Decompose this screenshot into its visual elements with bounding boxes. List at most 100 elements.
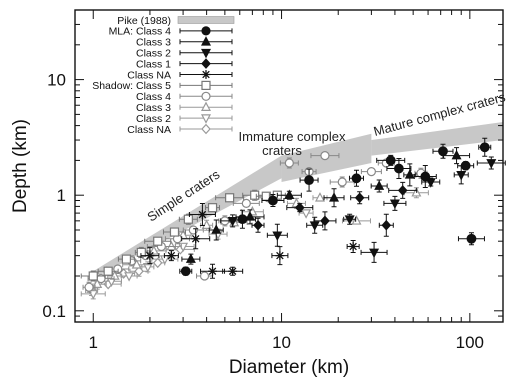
data-point	[222, 266, 244, 276]
legend-entry: Class 3	[136, 36, 233, 49]
data-point	[432, 143, 454, 159]
data-point	[181, 253, 201, 265]
data-point	[266, 223, 288, 247]
data-point	[421, 177, 441, 188]
legend-marker	[201, 114, 211, 124]
data-point	[117, 254, 135, 264]
x-tick-label: 10	[272, 333, 291, 352]
data-point	[163, 250, 179, 262]
data-point	[228, 209, 256, 229]
data-point	[350, 191, 370, 205]
data-point	[261, 193, 285, 207]
data-point	[205, 203, 221, 213]
pike-band-segment	[371, 121, 503, 156]
data-point	[378, 213, 394, 237]
data-point	[242, 189, 268, 201]
y-axis-title: Depth (km)	[10, 119, 31, 213]
data-point	[323, 188, 345, 208]
data-point	[200, 263, 226, 279]
legend-entry: Class NA	[127, 69, 233, 81]
data-point	[240, 206, 264, 216]
data-point	[478, 137, 492, 157]
legend-marker	[201, 26, 211, 36]
y-tick-label: 0.1	[42, 302, 66, 321]
data-point	[360, 167, 382, 177]
legend-marker	[201, 48, 211, 59]
legend-marker	[201, 101, 211, 112]
legend-entry: Class 4	[136, 91, 233, 103]
legend-marker	[201, 70, 211, 79]
data-point	[181, 228, 211, 250]
data-point	[215, 193, 245, 203]
legend-marker	[201, 58, 211, 69]
data-point	[370, 179, 388, 193]
legend-marker	[201, 36, 211, 46]
legend-entry: Class 1	[136, 58, 233, 70]
legend-label: Pike (1988)	[117, 15, 171, 27]
data-points	[80, 137, 506, 300]
legend-label: Class 4	[136, 91, 171, 103]
legend-marker	[201, 80, 211, 91]
data-point	[80, 288, 106, 300]
data-point	[348, 169, 364, 187]
y-tick-label: 10	[47, 71, 66, 90]
legend-label: Class 1	[136, 58, 171, 70]
data-point	[383, 195, 407, 211]
legend-entry: MLA: Class 4	[109, 26, 233, 38]
legend-label: Class 3	[136, 37, 171, 49]
x-axis-title: Diameter (km)	[229, 357, 349, 378]
legend-marker	[201, 91, 211, 101]
legend-entry: Shadow: Class 5	[92, 80, 233, 92]
legend-entry: Class NA	[127, 123, 233, 136]
data-point	[476, 156, 506, 170]
data-point	[179, 266, 193, 277]
data-point	[164, 233, 190, 245]
legend-label: Class 3	[136, 102, 171, 114]
legend-entry: Pike (1988)	[117, 15, 235, 27]
legend-swatch	[177, 16, 235, 24]
data-point	[457, 160, 475, 171]
data-point	[140, 247, 160, 265]
legend-label: Class NA	[127, 69, 171, 81]
data-point	[343, 213, 357, 225]
legend-entry: Class 2	[136, 48, 233, 60]
data-point	[403, 163, 417, 187]
legend-label: Class 2	[136, 48, 171, 60]
legend-entry: Class 3	[136, 101, 233, 114]
legend-label: Class NA	[127, 124, 171, 136]
data-point	[298, 209, 314, 219]
data-point	[208, 219, 224, 241]
data-point	[87, 273, 115, 284]
legend-marker	[201, 123, 211, 135]
data-point	[413, 165, 437, 189]
legend-label: MLA: Class 4	[109, 26, 172, 38]
data-point	[312, 192, 328, 202]
data-point	[162, 227, 186, 237]
data-point	[310, 151, 340, 161]
data-point	[178, 213, 198, 225]
data-point	[82, 281, 96, 293]
data-point	[120, 272, 138, 282]
data-point	[376, 154, 406, 166]
legend-entry: Class 2	[136, 113, 233, 125]
data-point	[313, 211, 337, 231]
legend-label: Class 2	[136, 113, 171, 125]
data-point	[299, 168, 319, 192]
data-point	[276, 189, 302, 200]
data-point	[457, 232, 485, 246]
data-point	[232, 198, 260, 208]
data-point	[279, 157, 299, 169]
data-point	[388, 181, 418, 199]
data-point	[346, 239, 360, 253]
data-point	[306, 216, 324, 234]
data-point	[97, 266, 119, 276]
x-tick-label: 100	[456, 333, 484, 352]
data-point	[286, 202, 314, 213]
data-point	[144, 236, 172, 246]
annotation-immature-complex-line2: craters	[262, 143, 302, 158]
plot-frame	[74, 9, 504, 323]
data-point	[188, 203, 216, 227]
data-point	[200, 219, 214, 231]
